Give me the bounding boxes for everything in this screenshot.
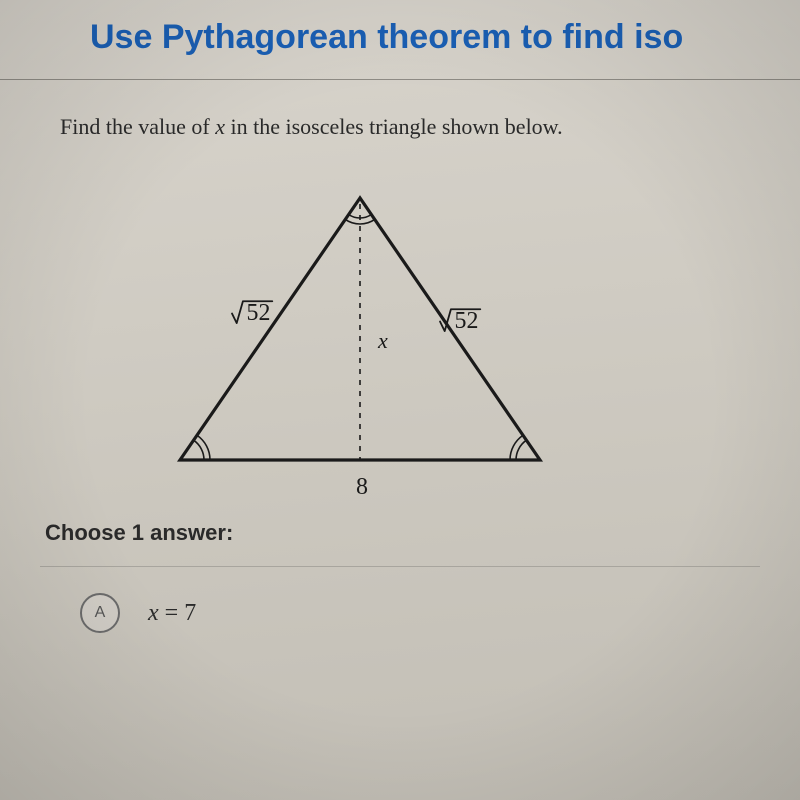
answer-lhs: x	[148, 600, 159, 626]
altitude-label: x	[377, 328, 388, 353]
svg-text:52: 52	[247, 300, 271, 326]
answer-option-a[interactable]: A x = 7	[0, 567, 800, 633]
question-prefix: Find the value of	[60, 114, 215, 139]
apex-right-angle-arc-inner	[360, 214, 371, 218]
answer-eq: =	[159, 600, 185, 626]
page-title: Use Pythagorean theorem to find iso	[0, 0, 800, 79]
page-root: Use Pythagorean theorem to find iso Find…	[0, 0, 800, 800]
right-base-angle-arc-inner	[516, 440, 526, 460]
question-variable: x	[215, 114, 225, 139]
apex-right-angle-arc-outer	[360, 219, 375, 224]
left-side-label: 52	[232, 300, 272, 326]
triangle-diagram: 52 52 x 8	[140, 170, 580, 510]
choose-label: Choose 1 answer:	[0, 510, 800, 546]
left-base-angle-arc-inner	[194, 440, 204, 460]
answer-expression: x = 7	[148, 600, 196, 627]
apex-left-angle-arc-outer	[345, 219, 360, 224]
base-label: 8	[356, 474, 368, 500]
answer-rhs: 7	[184, 600, 196, 626]
apex-left-angle-arc-inner	[349, 214, 360, 218]
answer-letter: A	[95, 604, 106, 622]
question-text: Find the value of x in the isosceles tri…	[0, 80, 800, 140]
answer-radio-a[interactable]: A	[80, 593, 120, 633]
question-suffix: in the isosceles triangle shown below.	[225, 114, 563, 139]
diagram-container: 52 52 x 8	[0, 140, 800, 510]
svg-text:52: 52	[455, 308, 479, 334]
